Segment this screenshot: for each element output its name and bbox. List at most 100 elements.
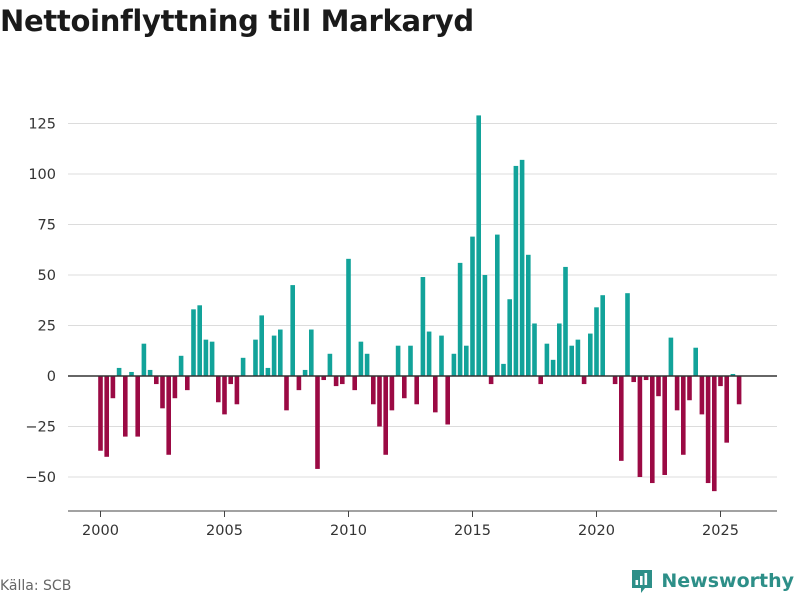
bar-positive bbox=[408, 345, 413, 376]
bar-positive bbox=[439, 335, 444, 376]
bar-negative bbox=[612, 376, 618, 385]
bar-positive bbox=[364, 353, 370, 376]
bar-positive bbox=[495, 234, 500, 376]
bar-positive bbox=[302, 369, 308, 376]
bar-positive bbox=[178, 355, 184, 376]
bar-positive bbox=[482, 275, 488, 376]
chart-title: Nettoinflyttning till Markaryd bbox=[0, 4, 474, 38]
x-tick-label: 2020 bbox=[578, 523, 615, 539]
bar-negative bbox=[296, 376, 302, 391]
bar-negative bbox=[98, 376, 103, 451]
bar-positive bbox=[563, 266, 568, 376]
bar-positive bbox=[209, 341, 215, 376]
y-tick-label: −25 bbox=[25, 420, 56, 436]
bar-positive bbox=[557, 323, 562, 376]
bar-positive bbox=[575, 339, 581, 376]
bar-positive bbox=[290, 285, 295, 376]
bar-positive bbox=[507, 299, 512, 376]
bar-positive bbox=[550, 359, 556, 376]
y-tick-label: 100 bbox=[28, 167, 56, 183]
bar-positive bbox=[426, 331, 432, 376]
bar-negative bbox=[402, 376, 407, 399]
bar-negative bbox=[333, 376, 339, 387]
bar-positive bbox=[457, 262, 463, 376]
bar-positive bbox=[129, 371, 134, 376]
bar-negative bbox=[724, 376, 729, 443]
y-tick-label: −50 bbox=[25, 470, 56, 486]
bar-negative bbox=[699, 376, 705, 415]
bar-negative bbox=[110, 376, 116, 399]
bar-positive bbox=[346, 258, 351, 376]
bar-positive bbox=[625, 293, 630, 376]
bar-negative bbox=[414, 376, 419, 405]
bar-negative bbox=[433, 376, 438, 413]
bar-positive bbox=[395, 345, 401, 376]
x-tick-label: 2005 bbox=[206, 523, 243, 539]
bar-positive bbox=[569, 345, 574, 376]
bar-positive bbox=[259, 315, 264, 376]
bar-negative bbox=[656, 376, 661, 397]
bar-negative bbox=[104, 376, 109, 457]
bar-negative bbox=[340, 376, 345, 385]
bar-positive bbox=[253, 339, 258, 376]
bar-negative bbox=[216, 376, 221, 403]
bar-positive bbox=[451, 353, 457, 376]
bar-positive bbox=[420, 277, 426, 376]
bar-positive bbox=[544, 343, 550, 376]
bar-positive bbox=[141, 343, 147, 376]
bar-negative bbox=[222, 376, 227, 415]
bar-positive bbox=[594, 307, 599, 376]
bar-negative bbox=[315, 376, 320, 469]
bar-positive bbox=[116, 367, 122, 376]
bar-positive bbox=[265, 367, 271, 376]
x-tick-label: 2000 bbox=[82, 523, 119, 539]
bar-negative bbox=[681, 376, 686, 455]
bar-positive bbox=[203, 339, 209, 376]
bar-negative bbox=[637, 376, 643, 477]
bar-negative bbox=[228, 376, 233, 385]
y-tick-label: 50 bbox=[38, 268, 56, 284]
bar-negative bbox=[172, 376, 178, 399]
bar-positive bbox=[278, 329, 283, 376]
x-tick-label: 2025 bbox=[702, 523, 739, 539]
y-tick-label: 75 bbox=[38, 218, 56, 234]
y-tick-label: 125 bbox=[28, 117, 56, 133]
bar-negative bbox=[631, 376, 636, 383]
bar-negative bbox=[662, 376, 667, 475]
bar-negative bbox=[166, 376, 171, 455]
bar-negative bbox=[488, 376, 494, 385]
bar-positive bbox=[358, 341, 364, 376]
bar-positive bbox=[191, 309, 196, 376]
bar-negative bbox=[643, 376, 649, 381]
bar-negative bbox=[160, 376, 165, 409]
x-tick-label: 2015 bbox=[454, 523, 491, 539]
bar-negative bbox=[538, 376, 543, 385]
bar-positive bbox=[668, 337, 674, 376]
bar-positive bbox=[470, 236, 475, 376]
bar-positive bbox=[476, 115, 481, 377]
source-label: Källa: SCB bbox=[0, 578, 72, 594]
bar-positive bbox=[532, 323, 537, 376]
bar-negative bbox=[650, 376, 655, 484]
bar-negative bbox=[154, 376, 159, 385]
bar-negative bbox=[389, 376, 395, 411]
bar-negative bbox=[284, 376, 289, 411]
bar-positive bbox=[513, 165, 519, 376]
bar-negative bbox=[123, 376, 128, 437]
bar-negative bbox=[705, 376, 711, 484]
bar-negative bbox=[377, 376, 382, 427]
bar-negative bbox=[712, 376, 717, 492]
bar-negative bbox=[674, 376, 680, 411]
bar-negative bbox=[135, 376, 140, 437]
y-tick-label: 25 bbox=[38, 319, 56, 335]
x-tick-label: 2010 bbox=[330, 523, 367, 539]
bar-positive bbox=[240, 357, 246, 376]
bar-positive bbox=[309, 329, 314, 376]
bar-negative bbox=[718, 376, 723, 387]
brand-logo[interactable]: Newsworthy bbox=[629, 568, 794, 594]
bar-negative bbox=[321, 376, 326, 381]
bar-positive bbox=[526, 254, 531, 376]
bar-positive bbox=[271, 335, 277, 376]
bar-negative bbox=[687, 376, 692, 401]
